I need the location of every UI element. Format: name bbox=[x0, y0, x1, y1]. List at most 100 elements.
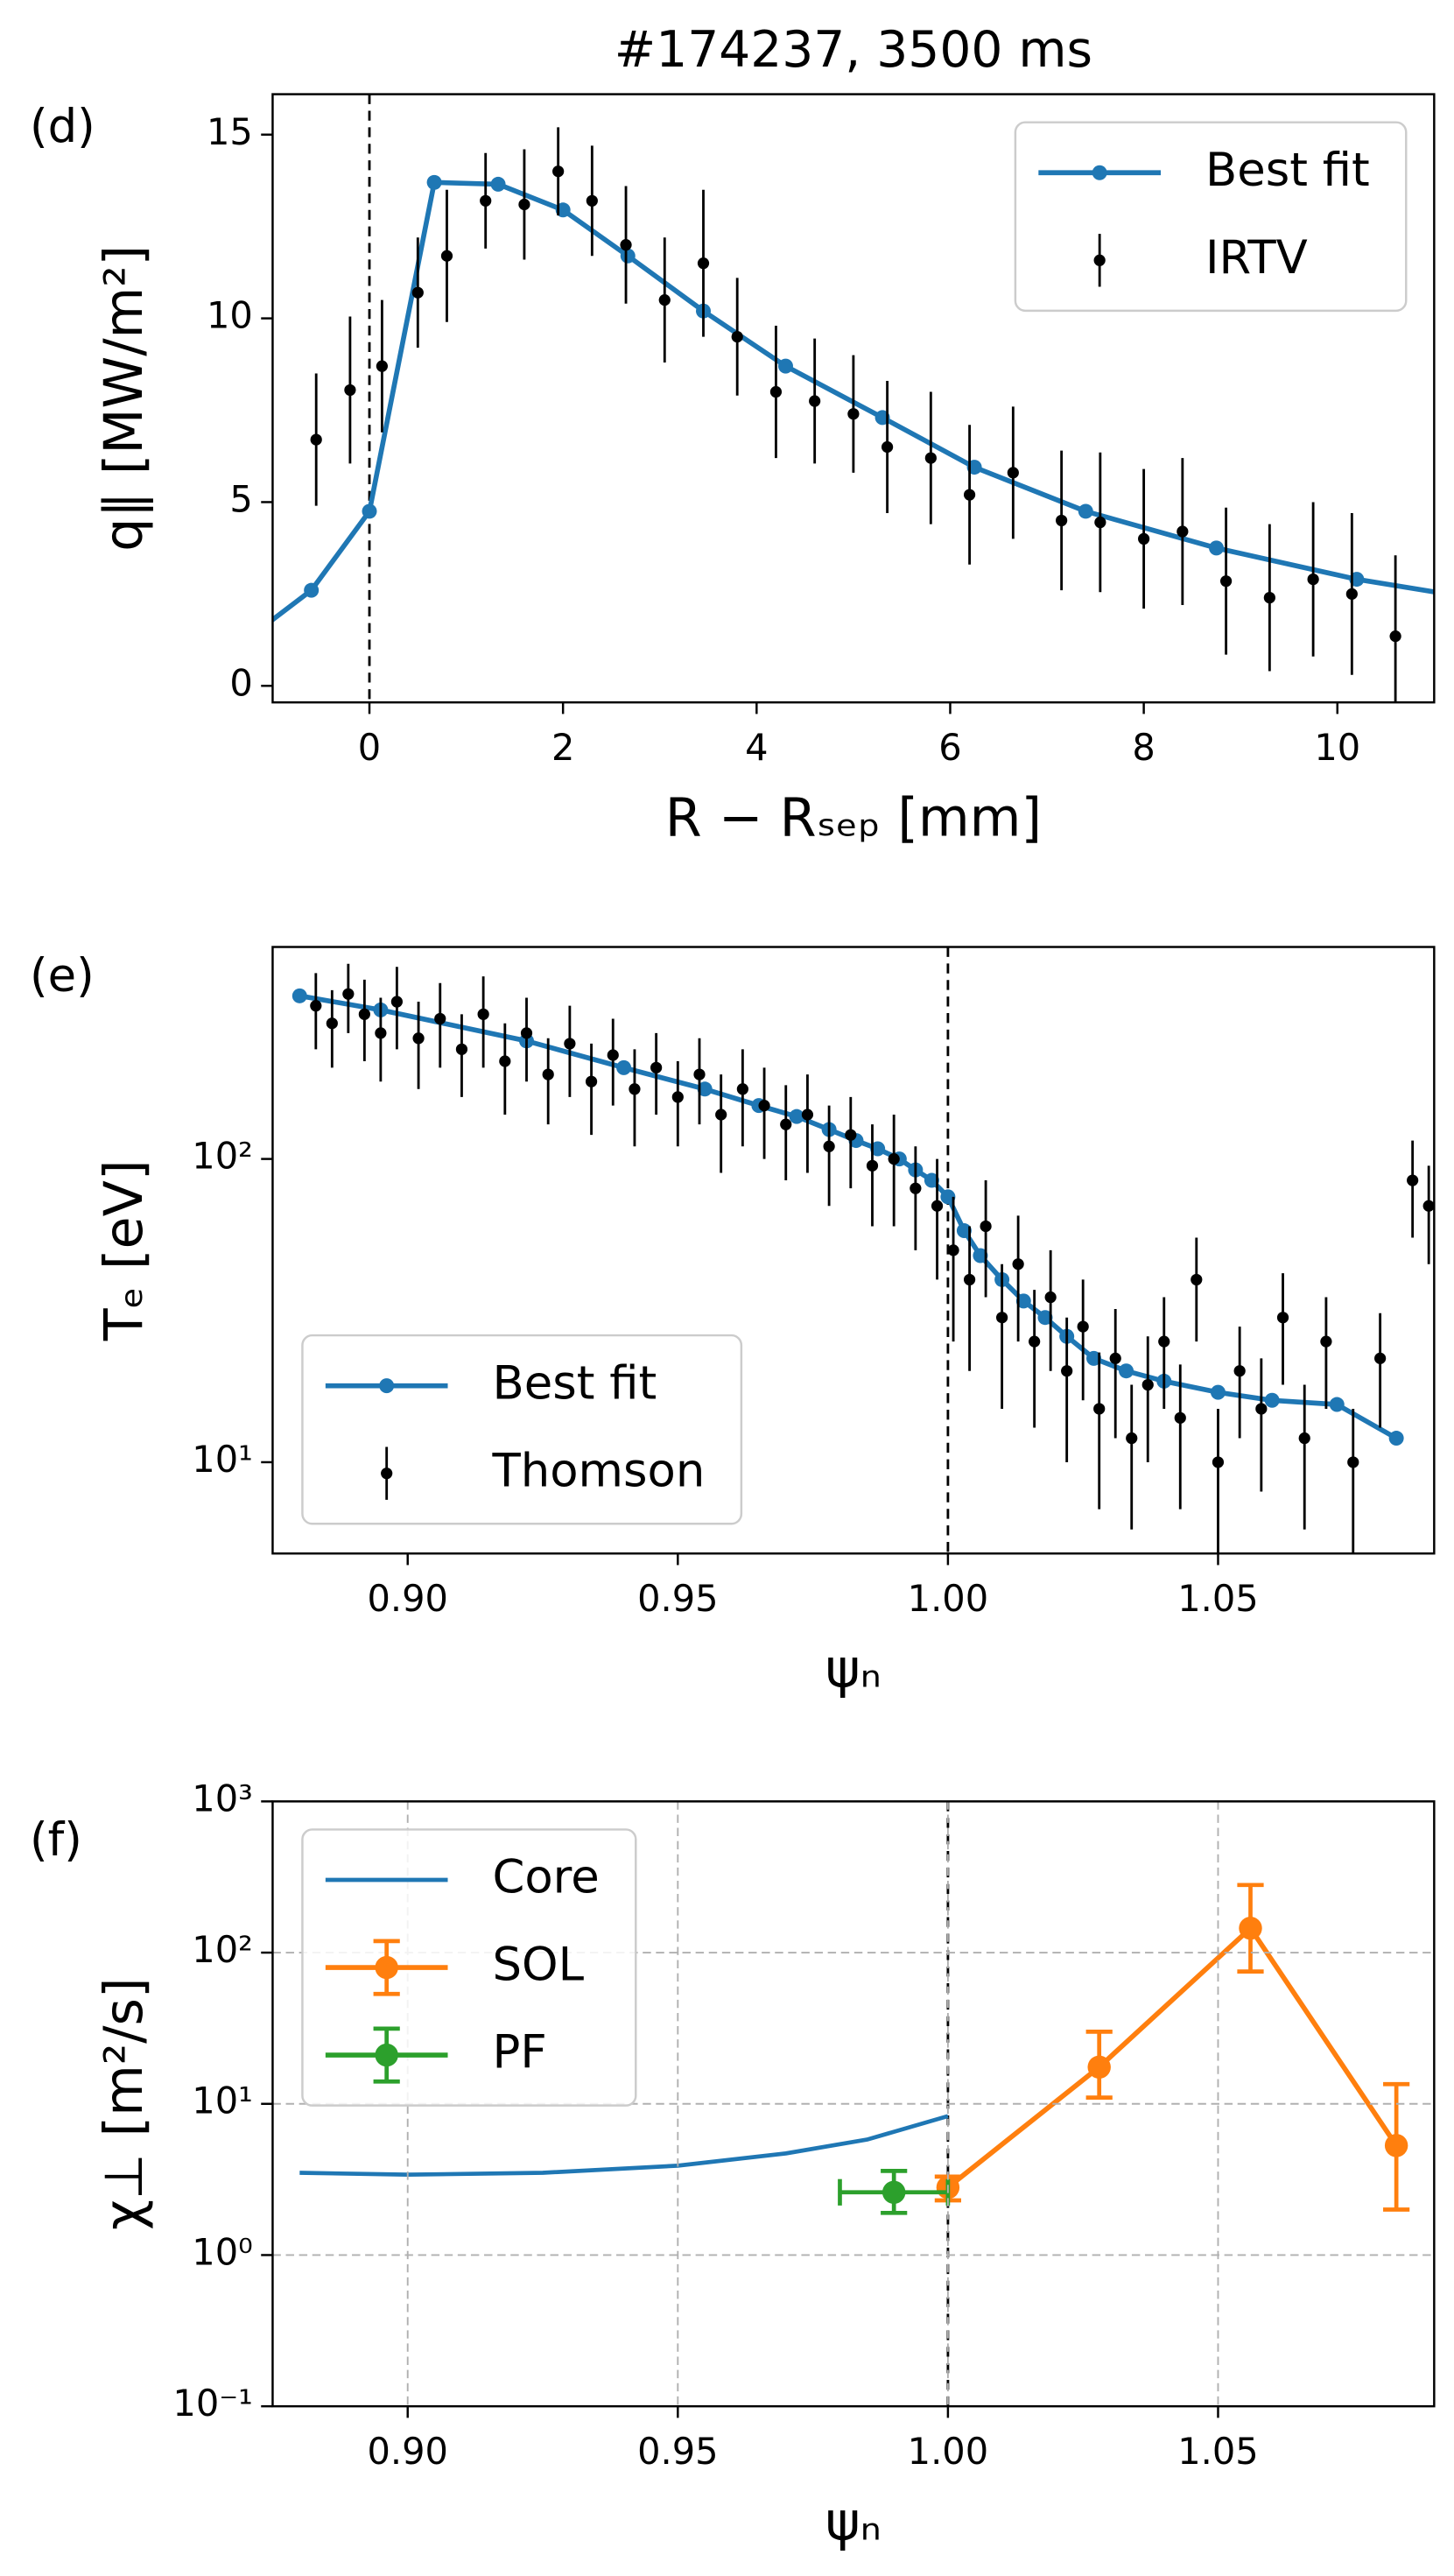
data-point bbox=[769, 385, 783, 398]
data-point bbox=[1255, 1403, 1268, 1415]
data-point bbox=[801, 1109, 814, 1121]
data-point bbox=[426, 174, 442, 190]
data-point bbox=[789, 1109, 804, 1124]
axes-frame bbox=[271, 93, 1436, 704]
axes-frame bbox=[271, 946, 1436, 1555]
data-point bbox=[1374, 1352, 1387, 1364]
data-point bbox=[310, 433, 322, 446]
data-point bbox=[362, 503, 377, 519]
y-axis-label: χ⊥ [m²/s] bbox=[94, 1977, 155, 2230]
data-point bbox=[358, 1008, 370, 1020]
x-axis-label: R − Rₛₑₚ [mm] bbox=[665, 788, 1042, 849]
data-point bbox=[1094, 516, 1106, 529]
data-point bbox=[1191, 1273, 1203, 1286]
data-point bbox=[412, 1032, 425, 1045]
legend-marker bbox=[1092, 165, 1107, 180]
data-point bbox=[870, 1141, 886, 1157]
x-tick-label: 1.05 bbox=[1177, 1577, 1258, 1620]
data-point bbox=[1007, 467, 1019, 479]
data-point bbox=[1210, 1384, 1226, 1400]
data-point bbox=[693, 1068, 706, 1080]
data-point bbox=[1141, 1378, 1154, 1391]
data-point bbox=[434, 1012, 446, 1025]
data-point bbox=[956, 1223, 972, 1239]
data-point bbox=[940, 1189, 956, 1205]
data-point bbox=[1087, 2055, 1111, 2079]
data-point bbox=[586, 194, 598, 207]
data-point bbox=[1138, 532, 1150, 545]
data-point bbox=[411, 286, 424, 299]
data-point bbox=[616, 1059, 632, 1075]
data-point bbox=[731, 330, 743, 343]
data-point bbox=[736, 1083, 748, 1095]
y-tick-label: 10¹ bbox=[192, 2080, 252, 2122]
x-tick-label: 0.95 bbox=[637, 2430, 718, 2473]
data-point bbox=[310, 1000, 322, 1012]
y-tick-label: 10⁰ bbox=[192, 2230, 252, 2273]
data-point bbox=[564, 1038, 576, 1050]
data-point bbox=[1389, 630, 1401, 643]
data-point bbox=[947, 1244, 959, 1256]
y-tick-label: 10⁻¹ bbox=[172, 2382, 252, 2425]
data-point bbox=[1388, 1431, 1404, 1446]
data-point bbox=[963, 1273, 976, 1286]
data-point bbox=[924, 452, 937, 464]
panel-label: (d) bbox=[30, 100, 95, 153]
data-point bbox=[931, 1200, 944, 1212]
y-tick-label: 10³ bbox=[192, 1777, 252, 1819]
y-axis-label: q∥ [MW/m²] bbox=[94, 245, 155, 552]
data-point bbox=[866, 1159, 879, 1172]
data-point bbox=[292, 988, 307, 1003]
data-point bbox=[697, 257, 710, 270]
legend: Core SOL PF bbox=[301, 1828, 637, 2107]
x-tick-label: 6 bbox=[938, 726, 961, 769]
data-point bbox=[758, 1100, 770, 1112]
legend-label: PF bbox=[492, 2026, 546, 2080]
data-point bbox=[1037, 1310, 1053, 1326]
panel-label: (e) bbox=[30, 949, 95, 1003]
data-point bbox=[697, 1081, 713, 1097]
data-point bbox=[1212, 1456, 1225, 1468]
data-point bbox=[1422, 1200, 1435, 1212]
data-point bbox=[924, 1172, 939, 1188]
x-tick-label: 8 bbox=[1132, 726, 1155, 769]
y-tick-label: 0 bbox=[229, 661, 252, 704]
legend-label: Core bbox=[492, 1851, 599, 1904]
data-point bbox=[552, 165, 565, 178]
data-point bbox=[326, 1017, 338, 1030]
data-point bbox=[620, 248, 636, 264]
data-point bbox=[1093, 1403, 1106, 1415]
data-point bbox=[1158, 1335, 1170, 1348]
data-point bbox=[1345, 588, 1358, 600]
data-point bbox=[629, 1083, 641, 1095]
data-point bbox=[1209, 540, 1225, 556]
data-point bbox=[650, 1061, 663, 1073]
data-point bbox=[1384, 2134, 1408, 2157]
data-point bbox=[809, 395, 821, 407]
data-point bbox=[1329, 1397, 1345, 1412]
x-axis-label: ψₙ bbox=[825, 1639, 882, 1700]
data-point bbox=[1044, 1291, 1057, 1304]
data-point bbox=[882, 2180, 906, 2204]
data-point bbox=[1109, 1352, 1121, 1364]
data-point bbox=[375, 1027, 387, 1039]
axes-frame bbox=[271, 1800, 1436, 2408]
legend-marker bbox=[1093, 254, 1106, 266]
data-point bbox=[440, 250, 453, 262]
x-tick-label: 4 bbox=[745, 726, 768, 769]
data-point bbox=[1264, 1392, 1280, 1408]
legend-marker bbox=[379, 1378, 395, 1394]
y-tick-label: 10 bbox=[207, 294, 253, 337]
data-point bbox=[658, 294, 671, 306]
data-point bbox=[518, 198, 530, 211]
data-point bbox=[881, 440, 894, 454]
data-point bbox=[1126, 1432, 1138, 1445]
legend-marker bbox=[375, 1955, 398, 1980]
x-tick-label: 0 bbox=[358, 726, 381, 769]
data-point bbox=[1061, 1365, 1073, 1377]
legend-marker bbox=[375, 2043, 398, 2067]
legend-label: Thomson bbox=[491, 1444, 705, 1497]
data-point bbox=[715, 1109, 727, 1121]
data-point bbox=[1239, 1916, 1262, 1940]
data-point bbox=[342, 988, 355, 1000]
